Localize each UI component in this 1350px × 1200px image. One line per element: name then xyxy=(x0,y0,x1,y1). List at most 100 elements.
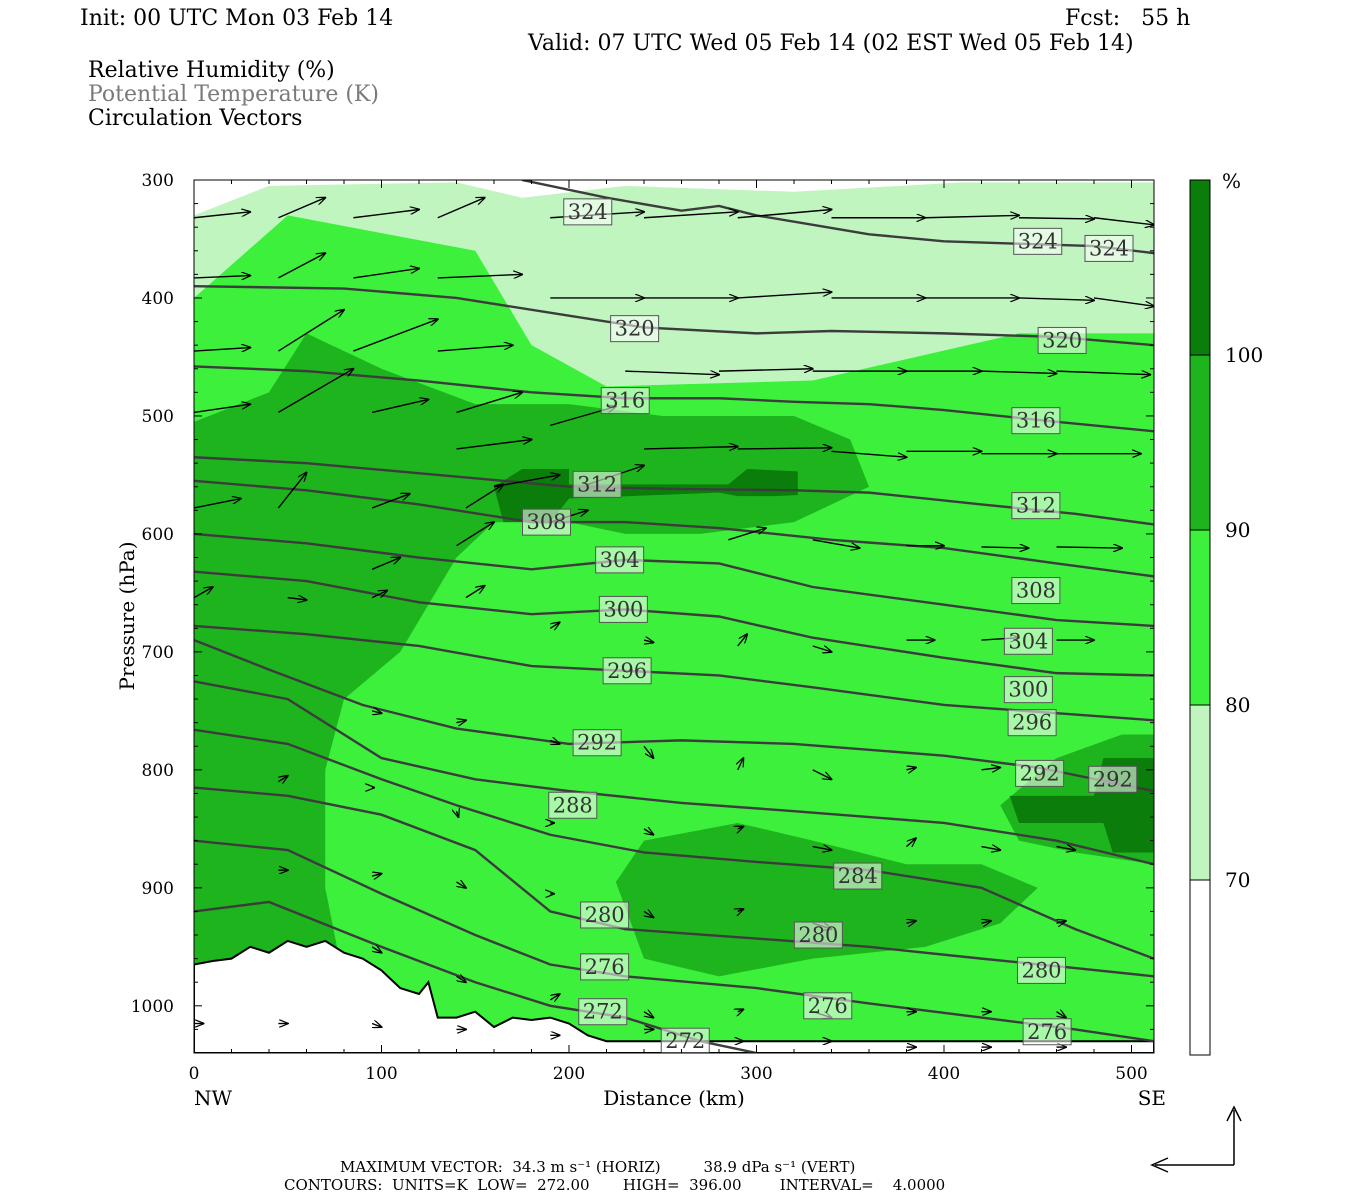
circulation-vector-62 xyxy=(550,622,559,628)
circulation-vector-100 xyxy=(644,1012,653,1018)
terrain-surface xyxy=(194,939,1154,1053)
circulation-vector-83 xyxy=(812,847,832,851)
forecast-hour-label: Fcst: 55 h xyxy=(1065,6,1191,31)
contour-label-box-304-1 xyxy=(1003,627,1053,655)
contour-label-box-284-0 xyxy=(833,862,883,890)
theta-contour-292 xyxy=(194,638,1154,793)
colorbar-frame xyxy=(1189,179,1211,1056)
circulation-vector-58 xyxy=(812,539,860,548)
y-tick-label-800: 800 xyxy=(142,761,174,781)
contour-label-box-292-2 xyxy=(1088,765,1138,793)
contour-label-280-1: 280 xyxy=(798,923,838,947)
x-tick-label-100: 100 xyxy=(365,1064,397,1084)
plot-area: 324 324 324 320 320 316 316 312 312 308 308 304 304 3… xyxy=(194,180,1154,1053)
circulation-vector-108 xyxy=(372,1024,381,1028)
contour-label-320-1: 320 xyxy=(1042,328,1082,352)
legend-relative-humidity: Relative Humidity (%) xyxy=(88,58,335,83)
contour-label-280-2: 280 xyxy=(1021,958,1061,982)
x-end-label-right: SE xyxy=(1138,1086,1166,1110)
contour-label-box-272-0 xyxy=(578,998,628,1026)
contour-label-box-276-0 xyxy=(580,953,630,981)
circulation-vector-75 xyxy=(907,768,916,770)
circulation-vector-49 xyxy=(981,371,1057,373)
contour-label-box-312-0 xyxy=(572,470,622,498)
y-tick-label-1000: 1000 xyxy=(131,997,174,1017)
circulation-vector-8 xyxy=(194,348,250,352)
circulation-vector-94 xyxy=(907,921,916,923)
circulation-vector-85 xyxy=(981,847,1001,851)
circulation-vector-10 xyxy=(353,319,437,352)
contour-label-312-1: 312 xyxy=(1016,494,1056,518)
circulation-vector-3 xyxy=(437,198,485,219)
contour-label-320-0: 320 xyxy=(615,317,655,341)
theta-contour-284 xyxy=(194,728,1154,960)
x-end-label-left: NW xyxy=(194,1086,233,1110)
contour-label-box-292-1 xyxy=(1015,759,1065,787)
theta-contour-304 xyxy=(194,532,1154,628)
y-tick-label-900: 900 xyxy=(142,879,174,899)
circulation-vector-16 xyxy=(194,499,241,509)
vector-layer xyxy=(194,198,1154,1047)
circulation-vector-74 xyxy=(812,769,832,779)
contour-label-box-304-0 xyxy=(595,546,645,574)
circulation-vector-71 xyxy=(550,740,559,744)
circulation-vector-88 xyxy=(372,874,381,876)
colorbar-unit: % xyxy=(1222,169,1241,193)
circulation-vector-12 xyxy=(194,404,250,414)
contour-label-276-0: 276 xyxy=(585,955,625,979)
y-tick-label-300: 300 xyxy=(142,171,174,191)
circulation-vector-89 xyxy=(457,882,466,888)
circulation-vector-23 xyxy=(465,586,485,599)
contour-label-280-0: 280 xyxy=(585,903,625,927)
circulation-vector-37 xyxy=(1093,217,1154,225)
circulation-vector-46 xyxy=(718,369,813,371)
contour-label-box-280-1 xyxy=(793,921,843,949)
contour-label-312-0: 312 xyxy=(577,472,617,496)
circulation-vector-57 xyxy=(728,528,766,541)
legend-potential-temperature: Potential Temperature (K) xyxy=(88,82,379,107)
circulation-vector-0 xyxy=(194,212,250,219)
x-tick-label-300: 300 xyxy=(740,1064,772,1084)
y-tick-label-400: 400 xyxy=(142,289,174,309)
contour-label-box-296-0 xyxy=(602,657,652,685)
circulation-vector-84 xyxy=(906,838,916,846)
circulation-vector-26 xyxy=(493,475,560,488)
circulation-vector-7 xyxy=(437,274,522,278)
circulation-vector-5 xyxy=(278,253,325,279)
circulation-vector-33 xyxy=(737,209,832,219)
circulation-vector-64 xyxy=(737,634,747,647)
circulation-vector-2 xyxy=(353,209,419,219)
theta-contour-300 xyxy=(194,570,1154,677)
contour-label-272-1: 272 xyxy=(665,1029,705,1053)
footer-contours: CONTOURS: UNITS=K LOW= 272.00 HIGH= 396.… xyxy=(284,1176,946,1194)
circulation-vector-70 xyxy=(457,720,466,722)
circulation-vector-17 xyxy=(277,473,306,509)
circulation-vector-98 xyxy=(457,976,466,982)
contour-label-box-320-1 xyxy=(1037,326,1087,354)
contour-label-box-300-0 xyxy=(598,595,648,623)
y-tick-label-600: 600 xyxy=(142,525,174,545)
axis-layer: 0 100 200 300 400 500 300 400 500 600 700 800 900 100… xyxy=(131,171,1154,1084)
circulation-vector-99 xyxy=(550,994,559,1000)
x-tick-label-400: 400 xyxy=(928,1064,960,1084)
contour-label-box-324-0 xyxy=(563,198,613,226)
circulation-vector-19 xyxy=(465,484,504,509)
contour-label-box-280-0 xyxy=(580,901,630,929)
circulation-vector-22 xyxy=(371,591,387,599)
circulation-vector-51 xyxy=(643,447,738,449)
contour-label-296-0: 296 xyxy=(607,659,647,683)
circulation-vector-40 xyxy=(737,292,832,299)
circulation-vector-95 xyxy=(982,921,991,923)
circulation-vector-86 xyxy=(1056,847,1076,851)
humidity-region-5 xyxy=(615,822,1038,977)
colorbar-label-90: 90 xyxy=(1225,518,1250,542)
contour-label-308-0: 308 xyxy=(526,510,566,534)
colorbar-label-80: 80 xyxy=(1225,693,1250,717)
circulation-vector-82 xyxy=(738,826,744,828)
contour-label-box-292-0 xyxy=(572,729,622,757)
contour-label-292-0: 292 xyxy=(577,731,617,755)
valid-time-label: Valid: 07 UTC Wed 05 Feb 14 (02 EST Wed … xyxy=(528,31,1134,56)
circulation-vector-45 xyxy=(625,371,719,375)
contour-label-304-0: 304 xyxy=(600,548,640,572)
